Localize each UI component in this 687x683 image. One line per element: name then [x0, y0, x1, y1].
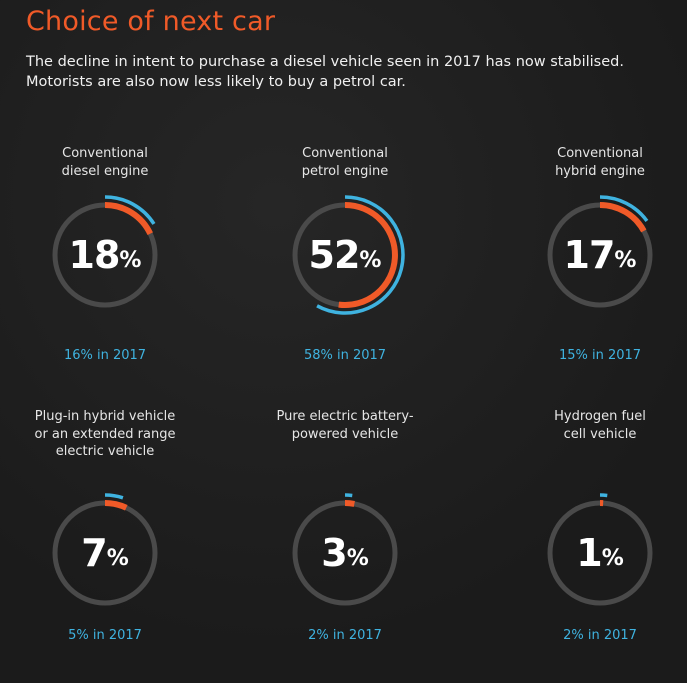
donut-value-arc	[104, 500, 128, 511]
donut-value-arc	[104, 202, 153, 236]
donut-value: 1%	[535, 488, 665, 618]
donut-prev-label: 2% in 2017	[308, 628, 382, 643]
donut-value: 52%	[280, 190, 410, 320]
donut-label: Pure electric battery-powered vehicle	[240, 408, 450, 443]
donut-label-line: electric vehicle	[55, 444, 155, 459]
donut-value-number: 1	[576, 531, 602, 575]
donut-ring: 18%	[40, 190, 170, 320]
donut-value-percent-sign: %	[346, 545, 369, 571]
donut-value: 7%	[40, 488, 170, 618]
donut-label-line: Plug-in hybrid vehicle	[34, 409, 176, 424]
donut-svg	[547, 493, 653, 606]
donut-label-line: Conventional	[62, 146, 148, 161]
donut-ring: 7%	[40, 488, 170, 618]
donut-value-percent-sign: %	[106, 545, 129, 571]
donut-value: 3%	[280, 488, 410, 618]
donut-svg	[52, 493, 158, 606]
subtitle-line: Motorists are also now less likely to bu…	[26, 74, 406, 90]
donut-ring: 1%	[535, 488, 665, 618]
donut-value-percent-sign: %	[359, 247, 382, 273]
donut-prev-arc	[599, 195, 649, 222]
donut-prev-label: 15% in 2017	[558, 348, 642, 363]
donut-prev-arc	[104, 195, 156, 225]
donut-label-line: powered vehicle	[291, 426, 399, 442]
donut-label-line: Pure electric battery-	[276, 409, 414, 424]
donut-value-number: 18	[68, 233, 121, 277]
donut-value-number: 17	[563, 233, 616, 277]
donut-prev-label: 5% in 2017	[68, 628, 142, 643]
donut-label-line: Conventional	[302, 146, 388, 161]
donut-label-line: diesel engine	[61, 163, 149, 179]
donut-prev-label: 58% in 2017	[303, 348, 387, 363]
donut-svg	[292, 493, 398, 606]
donut-value-percent-sign: %	[614, 247, 637, 273]
donut-value-arc	[344, 500, 355, 507]
donut-prev-label: 2% in 2017	[563, 628, 637, 643]
donut-value-number: 7	[81, 531, 107, 575]
donut-label-line: Conventional	[557, 146, 643, 161]
donut-prev-label: 16% in 2017	[63, 348, 147, 363]
donut-ring: 52%	[280, 190, 410, 320]
donut-prev-arc	[104, 493, 124, 500]
donut-value-arc	[599, 202, 647, 233]
donut-value-number: 52	[308, 233, 361, 277]
donut-value-percent-sign: %	[601, 545, 624, 571]
donut-label: Plug-in hybrid vehicle or an extended ran…	[0, 408, 210, 461]
donut-label-line: petrol engine	[301, 163, 389, 179]
donut-label-line: hybrid engine	[555, 163, 645, 179]
donut-ring: 17%	[535, 190, 665, 320]
donut-value: 18%	[40, 190, 170, 320]
donut-label: Conventional hybrid engine	[495, 145, 687, 180]
donut-value-percent-sign: %	[119, 247, 142, 273]
donut-ring: 3%	[280, 488, 410, 618]
donut-label: Conventional petrol engine	[240, 145, 450, 180]
donut-value: 17%	[535, 190, 665, 320]
donut-value-arc	[338, 202, 398, 308]
donut-label-line: Hydrogen fuel	[554, 409, 646, 424]
page-subtitle: The decline in intent to purchase a dies…	[26, 52, 666, 92]
donut-value-number: 3	[321, 531, 347, 575]
donut-label: Conventional diesel engine	[0, 145, 210, 180]
donut-label-line: cell vehicle	[563, 426, 637, 442]
subtitle-line: The decline in intent to purchase a dies…	[26, 54, 624, 70]
donut-svg	[547, 195, 653, 308]
page-title: Choice of next car	[26, 6, 276, 37]
donut-prev-arc	[316, 195, 405, 315]
donut-svg	[52, 195, 158, 308]
donut-label-line: or an extended range	[34, 426, 176, 442]
donut-svg	[292, 195, 405, 315]
donut-label: Hydrogen fuel cell vehicle	[495, 408, 687, 443]
